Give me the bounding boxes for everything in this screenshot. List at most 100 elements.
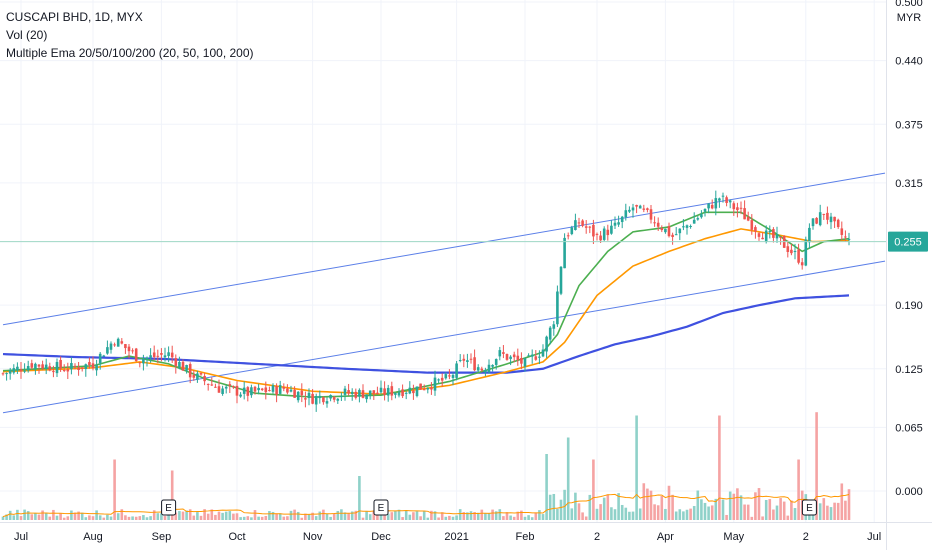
volume-bar — [581, 512, 584, 520]
symbol-title[interactable]: CUSCAPI BHD, 1D, MYX — [6, 10, 143, 24]
candle-body — [1, 373, 5, 375]
candle-body — [361, 390, 365, 398]
candle-body — [707, 203, 710, 209]
volume-bar — [347, 513, 350, 520]
volume-bar — [455, 515, 458, 520]
candle-body — [16, 366, 19, 371]
candle-body — [509, 356, 512, 359]
volume-bar — [253, 510, 257, 520]
volume-bar — [84, 517, 88, 520]
volume-bar — [725, 514, 728, 520]
ema-indicator-label[interactable]: Multiple Ema 20/50/100/200 (20, 50, 100,… — [6, 46, 254, 60]
candle-body — [394, 393, 397, 395]
candle-body — [829, 216, 833, 223]
candle-body — [775, 234, 779, 239]
candle-body — [520, 357, 523, 364]
candle-body — [271, 385, 275, 392]
volume-bar — [30, 514, 34, 520]
volume-bar — [826, 505, 829, 520]
candle-body — [761, 237, 764, 240]
volume-bar — [142, 515, 145, 520]
candle-body — [498, 350, 502, 357]
candle-body — [476, 367, 480, 371]
volume-bar — [264, 515, 268, 520]
candle-body — [581, 220, 584, 226]
volume-ma-path — [2, 493, 850, 518]
candle-body — [595, 233, 599, 235]
volume-bar — [739, 495, 743, 520]
volume-bar — [120, 509, 124, 520]
volume-ma-line — [2, 493, 850, 518]
volume-bar — [433, 511, 437, 520]
candle-body — [620, 216, 624, 223]
time-axis[interactable]: Jul Aug Sep Oct Nov Dec 2021 Feb 2 Apr May 2 Jul — [14, 531, 881, 543]
volume-bar — [5, 514, 8, 520]
time-tick-label: 2021 — [444, 531, 468, 543]
candle-body — [8, 370, 12, 374]
volume-bar — [34, 513, 37, 520]
volume-bar — [505, 512, 509, 520]
candle-body — [466, 360, 469, 362]
candle-body — [415, 386, 419, 396]
candle-body — [257, 387, 260, 391]
price-axis[interactable]: 0.500 0.440 0.375 0.315 0.255 0.190 0.125 0.065… — [888, 0, 928, 498]
volume-bar — [703, 502, 707, 520]
volume-bar — [16, 509, 19, 520]
price-tick-label: 0.125 — [895, 364, 923, 376]
candle-body — [120, 341, 124, 344]
volume-bar — [732, 493, 736, 520]
candle-body — [419, 383, 422, 390]
candle-body — [59, 359, 62, 369]
ema200-line — [2, 294, 850, 374]
candle-body — [631, 207, 635, 211]
volume-bar — [584, 516, 588, 520]
candle-body — [325, 401, 329, 404]
volume-bar — [66, 516, 70, 520]
volume-bar — [664, 508, 667, 520]
time-tick-label: Apr — [657, 531, 674, 543]
channel-upper-line — [2, 172, 886, 326]
volume-bar — [170, 470, 174, 520]
candle-body — [674, 234, 678, 236]
candle-body — [52, 371, 55, 373]
candle-body — [224, 386, 228, 389]
volume-bar — [149, 516, 152, 520]
volume-bar — [610, 507, 613, 520]
volume-bar — [296, 511, 300, 520]
volume-bar — [570, 508, 574, 520]
volume-bar — [466, 512, 469, 520]
volume-bar — [545, 454, 548, 520]
volume-bar — [48, 516, 52, 520]
candle-body — [77, 367, 80, 370]
candle-body — [592, 224, 595, 237]
volume-bar — [106, 514, 109, 520]
price-tick-label: 0.000 — [895, 486, 923, 498]
volume-bar — [602, 497, 606, 520]
volume-bar — [617, 493, 620, 520]
candle-body — [210, 384, 214, 386]
candle-body — [217, 386, 221, 393]
volume-bar — [757, 488, 761, 520]
volume-bar — [390, 512, 394, 520]
candle-body — [192, 374, 196, 378]
volume-bar — [221, 512, 224, 520]
candle-body — [55, 361, 59, 374]
volume-bar — [660, 495, 664, 520]
earnings-badge-label: E — [378, 503, 385, 514]
volume-bar — [818, 503, 822, 520]
candle-body — [336, 398, 340, 401]
volume-bar — [368, 514, 372, 520]
candle-body — [19, 369, 23, 372]
candle-body — [574, 220, 577, 230]
volume-bar — [487, 512, 491, 520]
candle-body — [725, 197, 728, 203]
candle-body — [408, 387, 412, 394]
volume-bar — [678, 509, 682, 520]
volume-bar — [541, 514, 545, 520]
volume-indicator-label[interactable]: Vol (20) — [6, 28, 48, 42]
candle-body — [386, 387, 390, 396]
candle-body — [473, 357, 476, 371]
candle-body — [307, 392, 311, 399]
